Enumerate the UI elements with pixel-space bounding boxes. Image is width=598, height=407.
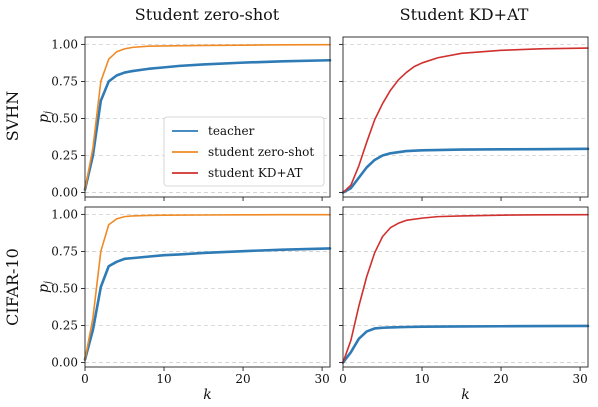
legend: teacher student zero-shot student KD+AT xyxy=(163,116,325,187)
x-axis-label: k xyxy=(203,387,211,403)
row-label-bottom: CIFAR-10 xyxy=(3,248,22,326)
panel-3: 0 10 20 30 k xyxy=(339,206,590,403)
series-line-student-kd-at xyxy=(342,213,589,364)
y-axis-label: pj xyxy=(36,111,54,123)
y-tick-label: 0.50 xyxy=(51,111,78,125)
y-tick-label: 0.00 xyxy=(51,186,78,200)
x-tick-label: 30 xyxy=(572,372,587,386)
y-tick-label: 0.25 xyxy=(51,319,78,333)
y-tick-label: 0.00 xyxy=(51,356,78,370)
legend-label: student zero-shot xyxy=(208,145,314,159)
column-title-right: Student KD+AT xyxy=(400,5,529,24)
y-tick-label: 0.25 xyxy=(51,149,78,163)
legend-label: student KD+AT xyxy=(208,166,303,180)
series-line-teacher xyxy=(341,324,590,364)
y-tick-label: 0.75 xyxy=(51,74,78,88)
row-label-top: SVHN xyxy=(3,91,22,141)
x-axis-label: k xyxy=(461,387,469,403)
axes-frame xyxy=(84,206,331,368)
series-line-teacher xyxy=(83,58,332,191)
y-tick-label: 1.00 xyxy=(51,207,78,221)
axes-frame xyxy=(342,206,589,368)
axes-frame xyxy=(84,36,331,198)
x-tick-label: 10 xyxy=(156,372,171,386)
legend-label: teacher xyxy=(208,124,255,138)
axes-frame xyxy=(342,36,589,198)
series-line-student-kd-at xyxy=(342,47,589,194)
panels: 0.00 0.25 0.50 0.75 1.00 pj 0 10 20 30 0.00 0.25 0.5… xyxy=(36,36,590,403)
panel-2: 0 10 20 30 0.00 0.25 0.50 0.75 1.00 pj k xyxy=(36,206,332,403)
x-tick-label: 10 xyxy=(414,372,429,386)
y-tick-label: 0.75 xyxy=(51,244,78,258)
x-tick-label: 20 xyxy=(493,372,508,386)
panel-1 xyxy=(339,36,590,201)
panel-0: 0.00 0.25 0.50 0.75 1.00 pj xyxy=(36,36,332,201)
x-tick-label: 0 xyxy=(339,372,347,386)
x-tick-label: 30 xyxy=(314,372,329,386)
x-tick-label: 20 xyxy=(235,372,250,386)
x-tick-label: 0 xyxy=(81,372,89,386)
series-line-teacher xyxy=(83,247,332,361)
y-tick-label: 0.50 xyxy=(51,281,78,295)
column-title-left: Student zero-shot xyxy=(135,5,280,24)
legend-box xyxy=(163,116,325,187)
y-tick-label: 1.00 xyxy=(51,37,78,51)
series-line-student-zero-shot xyxy=(84,213,331,361)
series-line-student-zero-shot xyxy=(84,43,331,191)
y-axis-label: pj xyxy=(36,281,54,293)
series-line-teacher xyxy=(341,147,590,194)
